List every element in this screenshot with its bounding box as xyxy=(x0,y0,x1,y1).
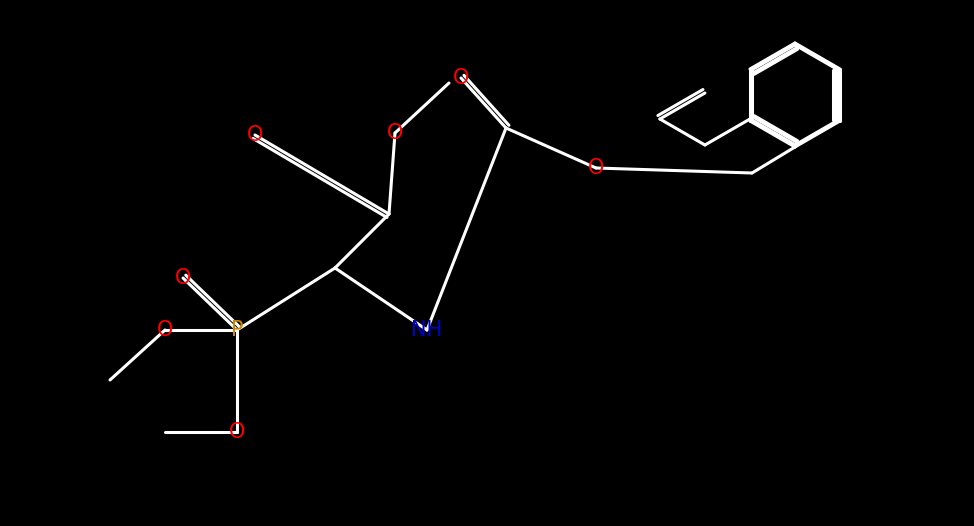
Text: O: O xyxy=(588,158,604,178)
Text: P: P xyxy=(231,320,244,340)
Text: O: O xyxy=(229,422,245,442)
Text: O: O xyxy=(246,125,263,145)
Text: O: O xyxy=(174,268,191,288)
Text: O: O xyxy=(453,68,469,88)
Text: O: O xyxy=(157,320,173,340)
Text: O: O xyxy=(387,123,403,143)
Text: NH: NH xyxy=(411,320,442,340)
